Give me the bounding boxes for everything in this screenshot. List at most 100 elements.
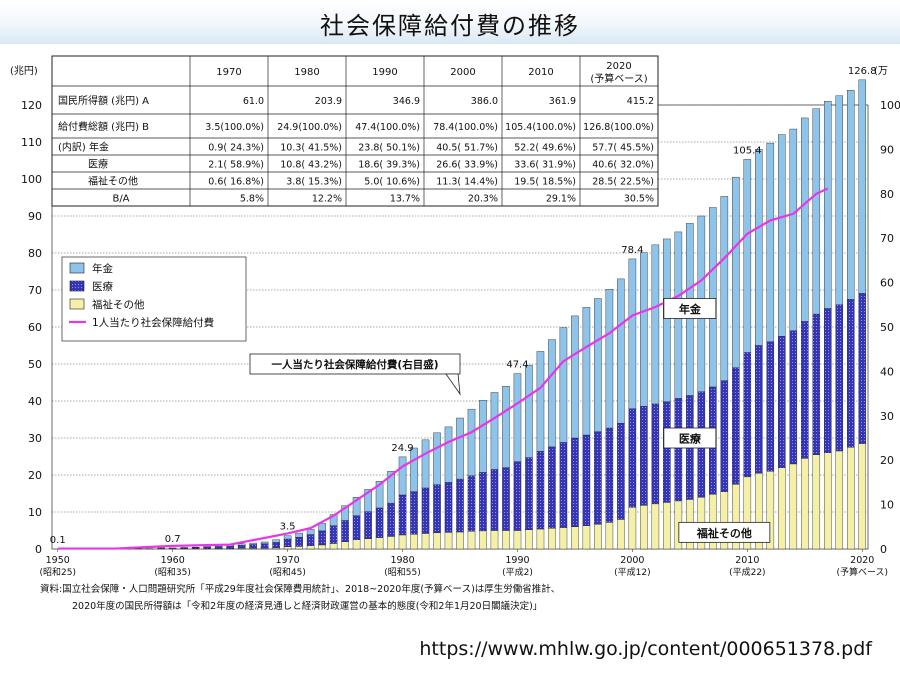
table-cell: 11.3( 14.4%) — [436, 177, 498, 188]
bar-医療 — [858, 293, 867, 444]
table-cell: 28.5( 22.5%) — [592, 177, 654, 188]
bar-医療 — [628, 408, 637, 508]
bar-年金 — [283, 535, 292, 540]
bar-年金 — [214, 545, 223, 547]
table-header-cell: 1970 — [216, 67, 241, 78]
table-cell: 20.3% — [468, 194, 498, 205]
bar-医療 — [295, 536, 303, 547]
segment-label-box — [678, 521, 771, 543]
bar-医療 — [456, 478, 464, 533]
table-cell: 24.9(100.0%) — [277, 122, 342, 133]
table-cell: 78.4(100.0%) — [433, 122, 498, 133]
bar-福祉その他 — [548, 528, 556, 550]
bar-年金 — [375, 481, 384, 509]
bar-医療 — [306, 534, 315, 546]
bar-年金 — [755, 149, 763, 346]
bar-年金 — [536, 351, 545, 452]
bar-total-label: 24.9 — [391, 443, 413, 454]
y-tick-left: 60 — [28, 321, 42, 334]
table-header-cell: (予算ベース) — [590, 72, 647, 85]
table-row-label: 給付費総額 (兆円) B — [58, 120, 149, 133]
bar-福祉その他 — [536, 528, 545, 550]
bar-年金 — [525, 364, 533, 458]
y-unit-left: (兆円) — [10, 65, 38, 77]
bar-福祉その他 — [479, 530, 487, 550]
bar-医療 — [801, 321, 809, 459]
bar-医療 — [410, 491, 418, 535]
bar-医療 — [548, 446, 556, 529]
bar-福祉その他 — [594, 524, 602, 550]
bar-年金 — [663, 238, 671, 402]
table-header-cell: 1990 — [372, 67, 397, 78]
bar-医療 — [571, 437, 579, 528]
bar-total-label: 105.4 — [733, 145, 762, 156]
y-tick-right: 100 — [880, 99, 900, 112]
bar-福祉その他 — [295, 546, 303, 550]
bar-医療 — [226, 546, 234, 549]
segment-label-box — [663, 298, 717, 319]
bar-福祉その他 — [467, 531, 476, 550]
bar-年金 — [548, 339, 556, 448]
table-cell: 12.2% — [312, 194, 342, 205]
callout-pointer — [445, 373, 461, 396]
bar-福祉その他 — [364, 538, 372, 550]
x-tick-sublabel: (昭和35) — [154, 567, 190, 578]
table-cell: 23.8( 50.1%) — [358, 143, 420, 154]
x-tick-label: 2000 — [620, 555, 644, 566]
bar-福祉その他 — [490, 530, 499, 550]
y-tick-left: 30 — [28, 432, 42, 445]
bar-医療 — [272, 542, 280, 549]
bar-福祉その他 — [375, 537, 384, 550]
bar-福祉その他 — [835, 450, 844, 550]
bar-医療 — [789, 330, 798, 465]
segment-label: 医療 — [679, 432, 702, 446]
table-row-label: (内訳) 年金 — [58, 141, 109, 154]
bar-年金 — [260, 541, 269, 545]
y-unit-right: (万 — [874, 66, 888, 77]
y-tick-left: 10 — [28, 506, 42, 519]
bar-医療 — [732, 367, 740, 485]
bar-医療 — [490, 469, 499, 531]
bar-年金 — [778, 134, 786, 337]
bar-医療 — [559, 442, 568, 528]
bar-医療 — [444, 482, 453, 533]
bar-医療 — [421, 487, 430, 534]
bar-福祉その他 — [812, 454, 821, 550]
bar-福祉その他 — [651, 503, 660, 550]
bar-年金 — [835, 95, 844, 306]
x-tick-sublabel: (平成2) — [502, 566, 533, 578]
y-tick-left: 70 — [28, 284, 42, 297]
bar-年金 — [490, 392, 499, 470]
bar-医療 — [352, 515, 361, 540]
bar-福祉その他 — [617, 519, 625, 550]
bar-年金 — [582, 307, 591, 436]
bar-年金 — [628, 258, 637, 409]
table-cell: 33.6( 31.9%) — [514, 160, 576, 171]
table-cell: 3.8( 15.3%) — [286, 177, 342, 188]
bar-福祉その他 — [605, 522, 614, 550]
bar-年金 — [640, 252, 648, 407]
bar-年金 — [237, 543, 246, 546]
bar-年金 — [410, 447, 418, 492]
bar-total-label: 78.4 — [621, 245, 643, 256]
y-tick-left: 100 — [21, 173, 42, 186]
table-cell: 30.5% — [624, 194, 654, 205]
y-tick-right: 30 — [880, 410, 894, 423]
bar-医療 — [846, 299, 855, 448]
x-tick-label: 1950 — [46, 555, 70, 566]
x-tick-sublabel: (昭和55) — [384, 567, 420, 578]
bar-医療 — [283, 538, 292, 547]
table-header-cell: 1980 — [294, 67, 319, 78]
y-tick-right: 0 — [880, 543, 887, 556]
bar-福祉その他 — [628, 506, 637, 550]
y-tick-left: 120 — [21, 99, 42, 112]
bar-福祉その他 — [352, 539, 361, 550]
bar-年金 — [433, 432, 441, 485]
title-bar: 社会保障給付費の推移 — [0, 0, 900, 44]
bar-年金 — [249, 542, 257, 545]
bar-年金 — [467, 408, 476, 476]
bar-年金 — [341, 505, 349, 521]
x-tick-label: 1990 — [505, 555, 529, 566]
bar-福祉その他 — [640, 505, 648, 550]
y-tick-right: 10 — [880, 499, 894, 512]
